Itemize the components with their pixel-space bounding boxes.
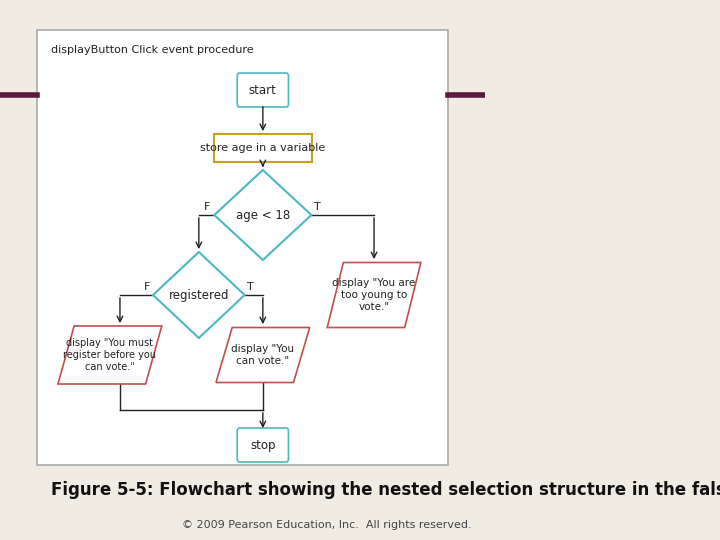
Text: displayButton Click event procedure: displayButton Click event procedure <box>50 45 253 55</box>
Text: display "You
can vote.": display "You can vote." <box>231 344 294 366</box>
Bar <box>37 30 448 465</box>
Polygon shape <box>327 262 421 327</box>
Polygon shape <box>153 252 245 338</box>
FancyBboxPatch shape <box>237 428 289 462</box>
Text: display "You must
register before you
can vote.": display "You must register before you ca… <box>63 339 156 372</box>
Polygon shape <box>216 327 310 382</box>
FancyBboxPatch shape <box>237 73 289 107</box>
Text: T: T <box>314 202 321 212</box>
Text: F: F <box>144 282 150 292</box>
Polygon shape <box>215 170 311 260</box>
Bar <box>214 134 312 162</box>
Text: age < 18: age < 18 <box>235 208 290 221</box>
Text: T: T <box>248 282 254 292</box>
Text: store age in a variable: store age in a variable <box>200 143 325 153</box>
Text: display "You are
too young to
vote.": display "You are too young to vote." <box>333 279 415 312</box>
Text: Figure 5-5: Flowchart showing the nested selection structure in the false path: Figure 5-5: Flowchart showing the nested… <box>50 481 720 499</box>
Text: © 2009 Pearson Education, Inc.  All rights reserved.: © 2009 Pearson Education, Inc. All right… <box>182 520 472 530</box>
Text: registered: registered <box>168 288 229 301</box>
Text: F: F <box>204 202 210 212</box>
Polygon shape <box>58 326 162 384</box>
Text: stop: stop <box>250 438 276 451</box>
Text: start: start <box>249 84 276 97</box>
